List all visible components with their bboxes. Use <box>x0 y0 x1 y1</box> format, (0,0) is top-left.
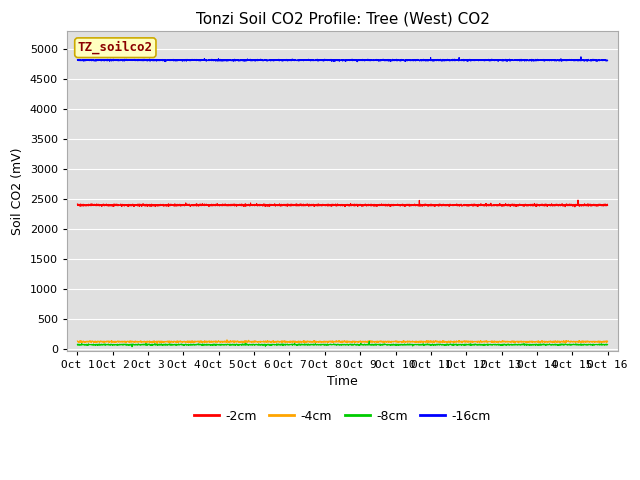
Line: -8cm: -8cm <box>77 341 607 347</box>
-8cm <box>365 338 373 344</box>
-2cm <box>574 197 582 203</box>
-8cm <box>128 344 136 349</box>
-16cm <box>353 59 361 65</box>
-16cm <box>561 57 569 63</box>
-4cm <box>153 340 161 346</box>
-4cm <box>296 339 304 345</box>
-4cm <box>604 338 611 344</box>
-2cm <box>296 202 304 208</box>
-2cm <box>588 202 595 207</box>
-2cm <box>571 204 579 210</box>
-16cm <box>301 57 308 63</box>
-2cm <box>561 203 569 208</box>
Line: -2cm: -2cm <box>77 200 607 207</box>
Line: -4cm: -4cm <box>77 340 607 343</box>
-4cm <box>561 339 569 345</box>
-8cm <box>459 342 467 348</box>
X-axis label: Time: Time <box>327 375 358 388</box>
-8cm <box>588 342 595 348</box>
-16cm <box>588 57 595 63</box>
-16cm <box>459 57 467 63</box>
-4cm <box>74 338 81 344</box>
-2cm <box>74 202 81 207</box>
-8cm <box>301 342 308 348</box>
-16cm <box>296 58 304 63</box>
-8cm <box>296 342 304 348</box>
-4cm <box>223 337 231 343</box>
Title: Tonzi Soil CO2 Profile: Tree (West) CO2: Tonzi Soil CO2 Profile: Tree (West) CO2 <box>196 11 490 26</box>
-8cm <box>326 342 333 348</box>
-2cm <box>459 203 467 209</box>
Legend: -2cm, -4cm, -8cm, -16cm: -2cm, -4cm, -8cm, -16cm <box>189 405 496 428</box>
-2cm <box>604 203 611 208</box>
-4cm <box>301 339 308 345</box>
Text: TZ_soilco2: TZ_soilco2 <box>78 41 153 54</box>
-16cm <box>577 54 585 60</box>
-4cm <box>326 339 333 345</box>
-8cm <box>604 342 611 348</box>
-16cm <box>326 58 333 63</box>
-16cm <box>74 57 81 63</box>
-4cm <box>459 338 467 344</box>
-2cm <box>301 203 308 208</box>
-2cm <box>326 202 333 208</box>
-4cm <box>588 339 595 345</box>
-16cm <box>604 58 611 63</box>
Y-axis label: Soil CO2 (mV): Soil CO2 (mV) <box>11 147 24 235</box>
-8cm <box>561 341 569 347</box>
Line: -16cm: -16cm <box>77 57 607 62</box>
-8cm <box>74 342 81 348</box>
